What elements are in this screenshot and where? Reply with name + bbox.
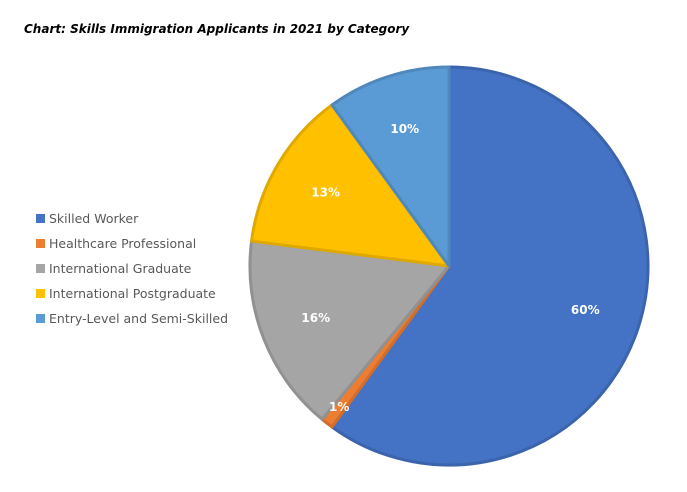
legend-swatch [36, 314, 45, 323]
legend-item-entry-level-semi-skilled: Entry-Level and Semi-Skilled [36, 306, 228, 331]
legend-swatch [36, 264, 45, 273]
legend-swatch [36, 239, 45, 248]
pie-slice-international-postgraduate [250, 103, 451, 268]
data-label-international-graduate: 16% [301, 311, 330, 325]
legend-label: Skilled Worker [49, 211, 139, 226]
legend-label: International Graduate [49, 261, 192, 276]
data-label-healthcare-professional: 1% [329, 400, 349, 414]
legend-label: International Postgraduate [49, 286, 216, 301]
legend-swatch [36, 214, 45, 223]
pie-slice-skilled-worker [330, 65, 650, 467]
legend-label: Healthcare Professional [49, 236, 197, 251]
legend-item-international-graduate: International Graduate [36, 256, 228, 281]
legend-item-international-postgraduate: International Postgraduate [36, 281, 228, 306]
data-label-entry-level-and-semi-skilled: 10% [390, 122, 419, 136]
legend-item-skilled-worker: Skilled Worker [36, 206, 228, 231]
pie-slice-entry-level-and-semi-skilled [330, 65, 451, 268]
data-label-skilled-worker: 60% [571, 303, 600, 317]
pie-slice-international-graduate [248, 239, 451, 421]
data-label-international-postgraduate: 13% [311, 186, 340, 200]
legend-label: Entry-Level and Semi-Skilled [49, 311, 229, 326]
legend-item-healthcare-professional: Healthcare Professional [36, 231, 228, 256]
legend-swatch [36, 289, 45, 298]
chart-legend: Skilled Worker Healthcare Professional I… [36, 206, 228, 331]
chart-title: Chart: Skills Immigration Applicants in … [24, 22, 410, 36]
